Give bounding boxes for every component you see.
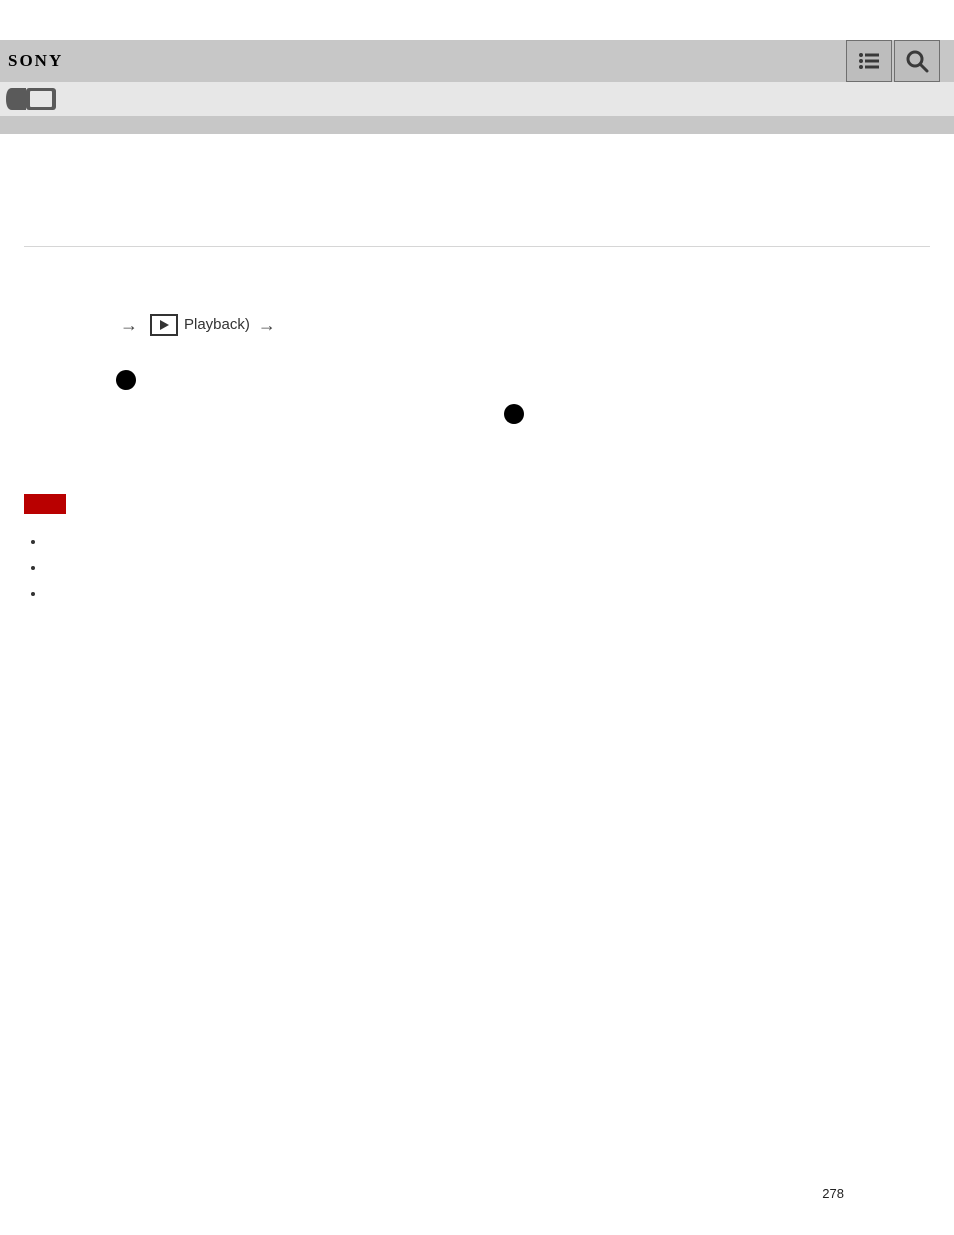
note-block [24,494,930,609]
note-item [46,533,930,557]
search-button[interactable] [894,40,940,82]
arrow-icon: → [114,311,144,340]
top-whitespace [0,0,954,40]
menu-button[interactable] [846,40,892,82]
page-number: 278 [822,1186,844,1201]
steps-block: → Playback) → [24,311,930,424]
note-item [46,559,930,583]
content-area: → Playback) → [0,134,954,609]
brand-logo: SONY [8,51,63,71]
play-triangle-icon [160,320,169,330]
divider [24,246,930,247]
nav-path: → Playback) → [114,311,930,340]
header-icon-group [846,40,946,82]
note-flag [24,494,66,514]
brand-bar: SONY [0,40,954,82]
gray-strip [0,116,954,134]
instruction-line-2 [504,404,930,424]
bullet-dot-icon [116,370,136,390]
note-list [24,533,930,609]
menu-icon [858,52,880,70]
arrow-icon: → [252,311,282,340]
bullet-dot-icon [504,404,524,424]
header-block: SONY [0,40,954,134]
device-icon [6,84,64,114]
note-item [46,585,930,609]
device-row [0,82,954,116]
playback-label: Playback) [184,313,250,337]
page: SONY [0,0,954,1235]
playback-icon [150,314,178,336]
search-icon [905,49,929,73]
instruction-line-1 [116,370,930,390]
